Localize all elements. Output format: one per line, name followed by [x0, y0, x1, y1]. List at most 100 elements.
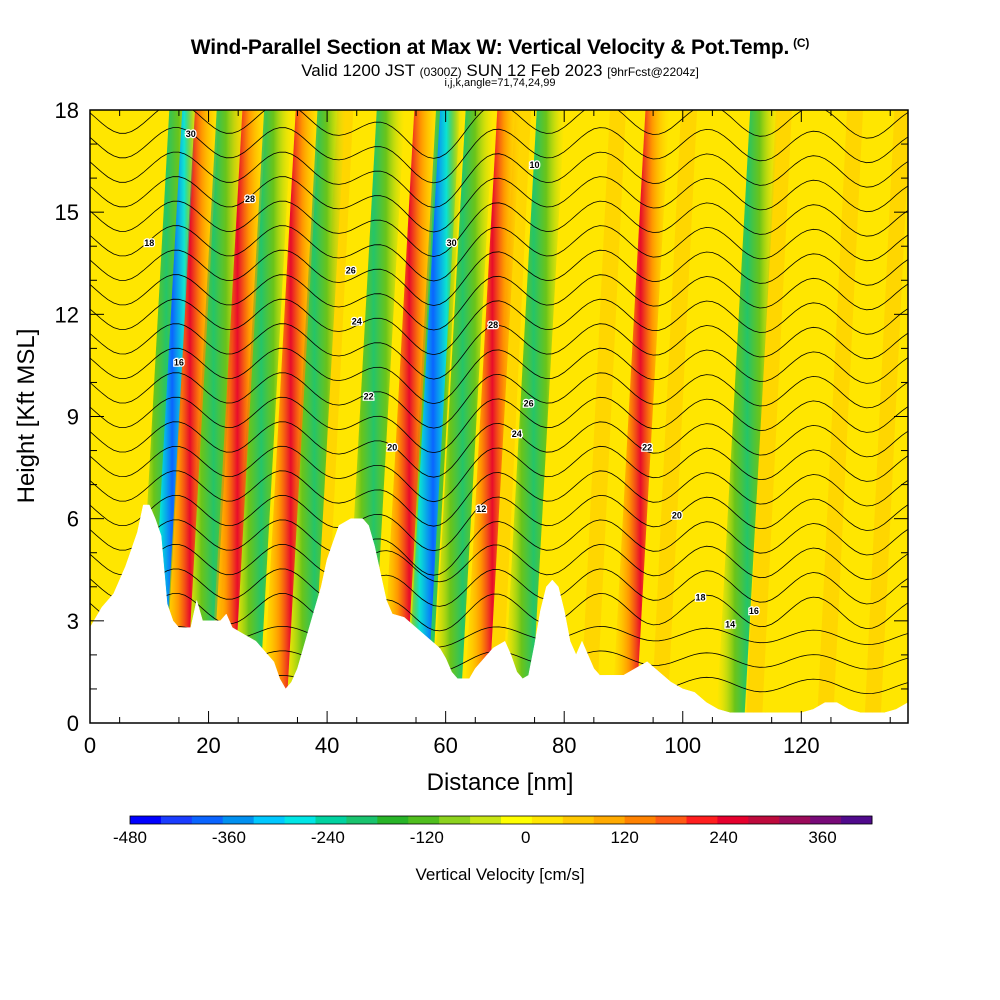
- colorbar-tick-label: 360: [808, 828, 836, 847]
- theta-contour: [90, 127, 908, 184]
- colorbar-swatch: [841, 816, 873, 824]
- copyright-mark: (C): [793, 36, 810, 50]
- updraft-band: [463, 110, 522, 723]
- colorbar-swatch: [501, 816, 533, 824]
- colorbar-swatch: [748, 816, 780, 824]
- theta-contour-label: 20: [672, 511, 682, 521]
- theta-contour-label: 30: [447, 238, 457, 248]
- x-tick-label: 60: [433, 733, 457, 758]
- theta-contour-label: 22: [642, 443, 652, 453]
- theta-contour-label: 26: [524, 398, 534, 408]
- theta-contour-label: 30: [186, 129, 196, 139]
- theta-contour: [90, 151, 908, 208]
- theta-contour-label: 10: [530, 160, 540, 170]
- colorbar-swatch: [810, 816, 842, 824]
- theta-contour-label: 22: [364, 391, 374, 401]
- theta-contour: [90, 445, 908, 503]
- theta-contour: [90, 298, 908, 356]
- downdraft-band: [182, 110, 245, 723]
- theta-contour: [90, 176, 908, 233]
- colorbar-swatch: [686, 816, 718, 824]
- theta-contour: [90, 347, 908, 405]
- colorbar-swatch: [470, 816, 502, 824]
- theta-contour-label: 20: [387, 443, 397, 453]
- colorbar-swatch: [717, 816, 749, 824]
- colorbar-frame: [129, 815, 873, 825]
- weak-updraft-band: [864, 110, 908, 723]
- x-tick-label: 80: [552, 733, 576, 758]
- y-tick-label: 9: [67, 405, 79, 430]
- y-axis-label: Height [Kft MSL]: [13, 329, 40, 504]
- colorbar-swatch: [779, 816, 811, 824]
- theta-contour-label: 14: [725, 620, 735, 630]
- weak-updraft-band: [817, 110, 864, 723]
- colorbar-swatch: [377, 816, 409, 824]
- theta-contour: [90, 274, 908, 331]
- colorbar-tick-label: -120: [410, 828, 444, 847]
- colorbar-swatch: [191, 816, 224, 824]
- x-tick-label: 40: [315, 733, 339, 758]
- colorbar-swatch: [222, 816, 255, 824]
- colorbar-swatch: [130, 816, 162, 824]
- colorbar-swatch: [253, 816, 286, 824]
- y-tick-label: 6: [67, 507, 79, 532]
- y-tick-label: 0: [67, 711, 79, 736]
- theta-contour-label: 12: [476, 504, 486, 514]
- theta-contour: [90, 519, 908, 576]
- downdraft-band: [283, 110, 346, 723]
- axes: 0 20 40 60 80 100 120 0 3 6 9 12 15 18: [55, 98, 908, 758]
- x-tick-label: 0: [84, 733, 96, 758]
- colorbar-swatch: [655, 816, 687, 824]
- chart-subtitle-indices: i,j,k,angle=71,74,24,99: [444, 77, 556, 89]
- colorbar: -480 -360 -240 -120 0 120 240 360: [113, 815, 873, 847]
- theta-contour-label: 28: [245, 194, 255, 204]
- theta-contour-label: 18: [144, 238, 154, 248]
- colorbar-swatch: [346, 816, 378, 824]
- weak-updraft-band: [579, 110, 626, 723]
- theta-contour: [90, 396, 908, 454]
- x-tick-label: 100: [664, 733, 701, 758]
- terrain-layer: [89, 504, 909, 724]
- colorbar-swatch: [531, 816, 564, 824]
- theta-contour-label: 16: [749, 606, 759, 616]
- colorbar-swatch: [315, 816, 347, 824]
- theta-contour: [90, 494, 908, 552]
- colorbar-swatch: [562, 816, 595, 824]
- theta-contour: [90, 372, 908, 429]
- y-tick-label: 15: [55, 200, 79, 225]
- colorbar-tick-label: 120: [610, 828, 638, 847]
- updraft-band: [611, 110, 670, 723]
- colorbar-swatch: [408, 816, 440, 824]
- updraft-band: [160, 110, 219, 723]
- colorbar-tick-label: 0: [521, 828, 530, 847]
- colorbar-swatch: [439, 816, 471, 824]
- colorbar-swatch: [593, 816, 626, 824]
- downdraft-band: [502, 110, 565, 723]
- theta-contour: [90, 249, 908, 306]
- colorbar-label: Vertical Velocity [cm/s]: [415, 865, 584, 884]
- chart-subtitle: Valid 1200 JST (0300Z) SUN 12 Feb 2023 […: [301, 61, 699, 80]
- theta-contour: [90, 200, 908, 257]
- theta-contour: [90, 568, 908, 607]
- colorbar-tick-label: 240: [709, 828, 737, 847]
- x-axis-label: Distance [nm]: [427, 769, 574, 796]
- downdraft-band: [230, 110, 293, 723]
- chart-title: Wind-Parallel Section at Max W: Vertical…: [190, 36, 810, 59]
- terrain: [89, 504, 909, 724]
- theta-contour: [90, 110, 908, 159]
- updraft-band: [380, 110, 439, 723]
- y-tick-label: 3: [67, 609, 79, 634]
- theta-contour: [90, 470, 908, 527]
- theta-contour-label: 26: [346, 265, 356, 275]
- colorbar-tick-label: -240: [311, 828, 345, 847]
- downdraft-band: [716, 110, 779, 723]
- theta-contour-label: 18: [696, 592, 706, 602]
- colorbar-swatch: [624, 816, 657, 824]
- colorbar-tick-label: -360: [212, 828, 246, 847]
- y-tick-label: 12: [55, 302, 79, 327]
- strong-downdraft-band: [406, 110, 461, 723]
- theta-contour-label: 28: [488, 320, 498, 330]
- theta-contour: [90, 543, 908, 583]
- theta-contour-label: 24: [512, 429, 522, 439]
